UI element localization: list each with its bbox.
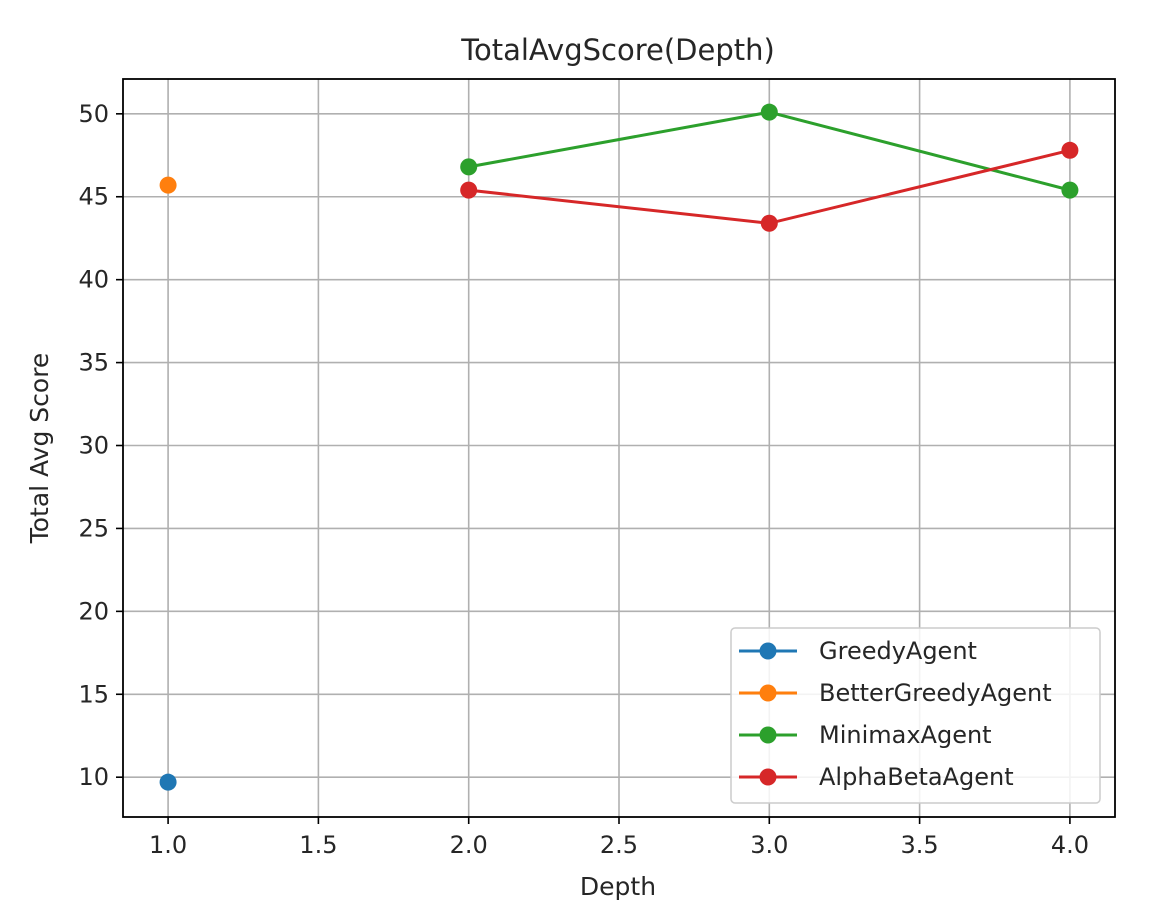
data-point-minimaxagent <box>460 158 478 176</box>
data-point-bettergreedyagent <box>159 176 177 194</box>
legend-marker-greedyagent <box>759 642 777 660</box>
legend-marker-alphabetaagent <box>759 768 777 786</box>
x-tick-label: 3.5 <box>901 831 939 859</box>
x-tick-label: 2.0 <box>450 831 488 859</box>
y-tick-label: 40 <box>78 266 109 294</box>
x-tick-label: 2.5 <box>600 831 638 859</box>
ticks: 1.0 1.5 2.0 2.5 3.0 3.5 4.0 10 15 20 25 30 35 40 45 50 <box>78 100 1089 859</box>
y-tick-label: 25 <box>78 514 109 542</box>
legend-label-alphabetaagent: AlphaBetaAgent <box>819 763 1014 791</box>
data-point-minimaxagent <box>760 103 778 121</box>
y-tick-label: 50 <box>78 100 109 128</box>
y-tick-label: 20 <box>78 597 109 625</box>
grid <box>123 79 1115 817</box>
legend-box <box>730 627 1101 804</box>
y-axis-label: Total Avg Score <box>25 353 54 545</box>
chart-title: TotalAvgScore(Depth) <box>460 33 775 67</box>
series-layer <box>159 103 1079 791</box>
data-point-minimaxagent <box>1061 181 1079 199</box>
x-axis-label: Depth <box>580 872 656 901</box>
x-tick-label: 4.0 <box>1051 831 1089 859</box>
y-tick-label: 15 <box>78 680 109 708</box>
data-point-alphabetaagent <box>1061 141 1079 159</box>
legend-marker-minimaxagent <box>759 726 777 744</box>
data-point-alphabetaagent <box>460 181 478 199</box>
legend-label-greedyagent: GreedyAgent <box>819 637 977 665</box>
x-tick-label: 3.0 <box>750 831 788 859</box>
legend-label-minimaxagent: MinimaxAgent <box>819 721 992 749</box>
y-tick-label: 10 <box>78 763 109 791</box>
x-tick-label: 1.0 <box>149 831 187 859</box>
y-tick-label: 35 <box>78 349 109 377</box>
legend-marker-bettergreedyagent <box>759 684 777 702</box>
data-point-greedyagent <box>159 773 177 791</box>
y-tick-label: 45 <box>78 183 109 211</box>
legend-label-bettergreedyagent: BetterGreedyAgent <box>819 679 1052 707</box>
data-point-alphabetaagent <box>760 214 778 232</box>
x-tick-label: 1.5 <box>299 831 337 859</box>
y-tick-label: 30 <box>78 432 109 460</box>
legend: GreedyAgent BetterGreedyAgent MinimaxAgent… <box>730 627 1101 804</box>
